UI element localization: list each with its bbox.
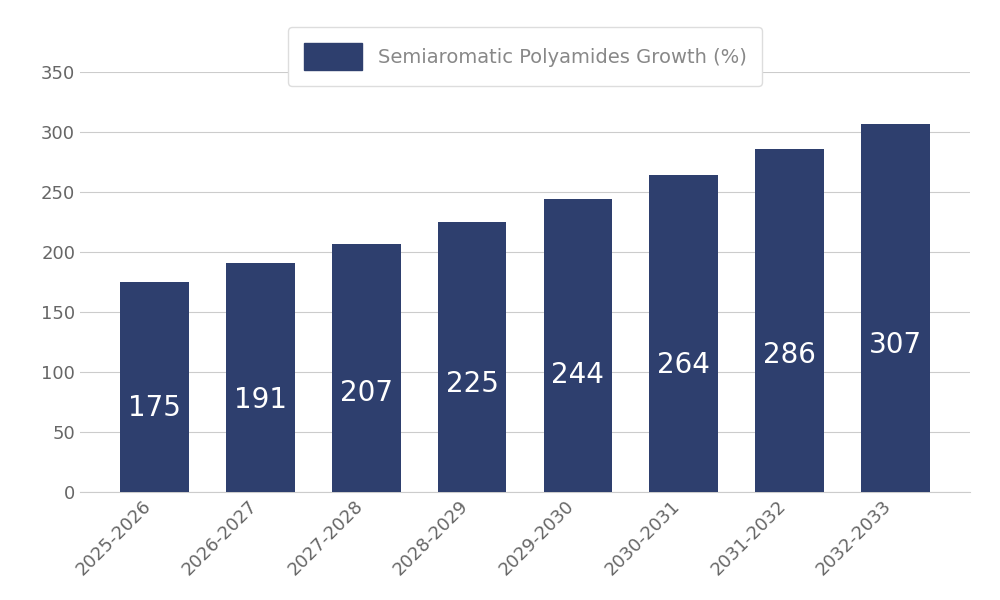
- Text: 191: 191: [234, 386, 287, 415]
- Bar: [861, 124, 930, 492]
- Text: 244: 244: [551, 361, 604, 389]
- Bar: [332, 244, 401, 492]
- Text: 307: 307: [869, 331, 922, 359]
- Text: 207: 207: [340, 379, 393, 407]
- Bar: [226, 263, 295, 492]
- Bar: [120, 282, 189, 492]
- Legend: Semiaromatic Polyamides Growth (%): Semiaromatic Polyamides Growth (%): [288, 27, 762, 86]
- Text: 175: 175: [128, 394, 181, 422]
- Text: 225: 225: [446, 370, 499, 398]
- Bar: [755, 149, 824, 492]
- Text: 286: 286: [763, 341, 816, 369]
- Bar: [649, 175, 718, 492]
- Text: 264: 264: [657, 351, 710, 379]
- Bar: [438, 222, 506, 492]
- Bar: [544, 199, 612, 492]
